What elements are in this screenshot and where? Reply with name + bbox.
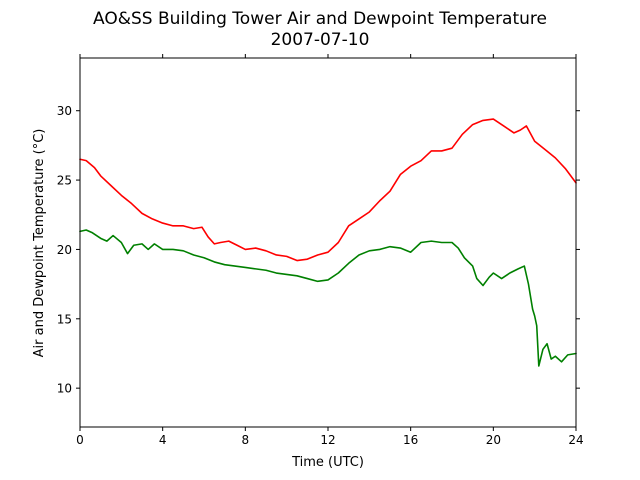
- x-tick-label: 12: [320, 433, 335, 447]
- y-tick-label: 20: [57, 243, 72, 257]
- y-tick-label: 10: [57, 382, 72, 396]
- series-line-1: [79, 118, 577, 262]
- chart-title: AO&SS Building Tower Air and Dewpoint Te…: [93, 9, 547, 29]
- x-axis-label: Time (UTC): [291, 455, 364, 470]
- x-tick-label: 8: [242, 433, 250, 447]
- x-tick-label: 16: [403, 433, 418, 447]
- x-tick-label: 0: [76, 433, 84, 447]
- plot-frame: [79, 57, 577, 428]
- plot-area: 0 4 8 12 16 20 24 10 15 20 25 30: [57, 54, 584, 447]
- series-line-2: [79, 229, 577, 367]
- y-axis-label: Air and Dewpoint Temperature (°C): [32, 129, 47, 358]
- y-tick-label: 25: [57, 174, 72, 188]
- y-tick-label: 30: [57, 104, 72, 118]
- x-tick-label: 20: [486, 433, 501, 447]
- y-tick-label: 15: [57, 312, 72, 326]
- x-tick-label: 4: [159, 433, 167, 447]
- x-tick-label: 24: [568, 433, 583, 447]
- chart-subtitle: 2007-07-10: [271, 30, 370, 50]
